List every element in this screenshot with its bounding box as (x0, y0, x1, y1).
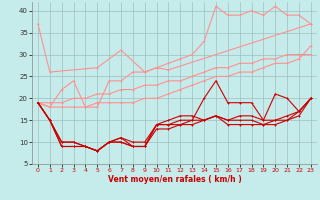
X-axis label: Vent moyen/en rafales ( km/h ): Vent moyen/en rafales ( km/h ) (108, 175, 241, 184)
